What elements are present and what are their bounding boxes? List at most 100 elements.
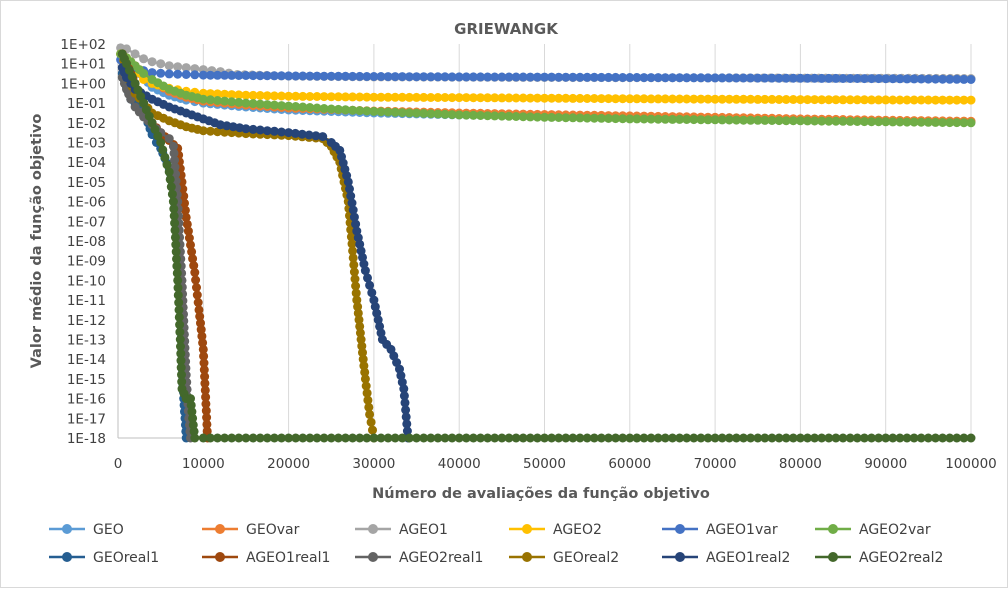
data-point	[902, 433, 912, 443]
data-point	[518, 112, 528, 122]
data-point	[952, 95, 962, 105]
data-point	[931, 117, 940, 127]
data-point	[353, 308, 363, 318]
x-tick-label: 40000	[438, 456, 481, 472]
data-point	[269, 100, 279, 110]
data-point	[147, 57, 157, 67]
data-point	[191, 275, 201, 285]
data-point	[284, 71, 294, 81]
data-point	[525, 112, 535, 122]
data-point	[433, 109, 443, 119]
data-point	[241, 90, 251, 100]
data-point	[895, 74, 905, 84]
data-point	[668, 433, 677, 443]
data-point	[362, 72, 372, 81]
data-point	[867, 117, 876, 127]
data-point	[817, 116, 827, 126]
data-point	[554, 72, 564, 82]
data-point	[767, 94, 777, 104]
data-point	[575, 72, 585, 82]
data-point	[156, 138, 166, 147]
data-point	[167, 189, 177, 199]
data-point	[909, 433, 919, 443]
data-point	[376, 72, 386, 81]
data-point	[810, 116, 820, 126]
data-point	[312, 92, 322, 101]
data-point	[753, 115, 763, 125]
data-point	[845, 116, 855, 126]
data-point	[202, 419, 212, 429]
data-point	[881, 433, 891, 443]
data-point	[205, 89, 215, 99]
data-point	[916, 95, 926, 105]
legend-item-georeal2: GEOreal2	[509, 550, 619, 566]
data-point	[596, 113, 606, 123]
data-point	[169, 148, 179, 158]
data-point	[172, 261, 182, 271]
data-point	[170, 218, 180, 228]
x-axis-title: Número de avaliações da função objetivo	[372, 486, 710, 502]
data-point	[186, 394, 195, 404]
data-point	[468, 93, 478, 103]
data-point	[348, 246, 358, 256]
y-tick-label: 1E-10	[67, 273, 106, 289]
data-point	[497, 433, 507, 443]
data-point	[582, 72, 592, 82]
data-point	[390, 72, 400, 82]
legend-label: AGEO2var	[859, 522, 931, 538]
data-point	[788, 73, 798, 83]
data-point	[739, 115, 748, 125]
data-point	[199, 358, 209, 368]
data-point	[248, 90, 258, 100]
data-point	[632, 73, 642, 82]
data-point	[710, 73, 720, 83]
data-point	[824, 95, 834, 105]
data-point	[365, 280, 375, 290]
data-point	[397, 433, 407, 443]
data-point	[213, 89, 222, 99]
data-point	[363, 395, 373, 405]
data-point	[852, 117, 862, 126]
data-point	[483, 111, 493, 121]
data-point	[277, 433, 286, 443]
data-point	[376, 107, 386, 117]
data-point	[867, 95, 876, 105]
data-point	[347, 198, 357, 208]
data-point	[156, 68, 166, 78]
data-point	[200, 378, 210, 388]
data-point	[326, 71, 336, 81]
legend-marker	[368, 524, 378, 534]
data-point	[412, 108, 421, 118]
data-point	[269, 91, 279, 101]
legend-label: GEOreal1	[93, 550, 159, 566]
data-point	[696, 94, 706, 104]
data-point	[220, 70, 230, 80]
data-point	[945, 95, 955, 105]
data-point	[874, 433, 884, 443]
data-point	[852, 95, 862, 105]
legend-item-geo: GEO	[49, 522, 124, 538]
x-tick-label: 100000	[945, 456, 997, 472]
data-point	[966, 75, 976, 84]
y-tick-label: 1E+00	[60, 76, 106, 92]
data-point	[205, 126, 215, 136]
data-point	[831, 73, 841, 83]
data-point	[596, 72, 606, 82]
data-point	[174, 312, 184, 322]
data-point	[291, 102, 301, 111]
data-point	[291, 91, 301, 101]
data-point	[504, 433, 514, 443]
data-point	[404, 108, 414, 118]
y-tick-label: 1E-09	[67, 254, 106, 270]
data-point	[181, 63, 191, 73]
data-point	[696, 73, 706, 83]
y-tick-label: 1E+01	[60, 57, 106, 73]
data-point	[568, 433, 578, 443]
data-point	[189, 426, 199, 436]
data-point	[188, 413, 198, 423]
data-point	[547, 93, 557, 103]
data-point	[575, 113, 585, 123]
data-point	[412, 72, 421, 82]
data-point	[341, 92, 350, 102]
